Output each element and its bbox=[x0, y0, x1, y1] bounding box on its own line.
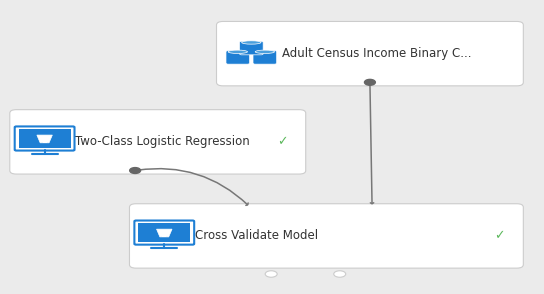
FancyBboxPatch shape bbox=[162, 235, 166, 237]
Polygon shape bbox=[157, 229, 172, 237]
Ellipse shape bbox=[255, 50, 275, 54]
FancyBboxPatch shape bbox=[138, 223, 190, 242]
FancyBboxPatch shape bbox=[42, 141, 47, 143]
FancyBboxPatch shape bbox=[239, 41, 263, 55]
FancyBboxPatch shape bbox=[253, 51, 277, 64]
Text: Two-Class Logistic Regression: Two-Class Logistic Regression bbox=[75, 135, 250, 148]
Text: Cross Validate Model: Cross Validate Model bbox=[195, 229, 318, 243]
Circle shape bbox=[265, 271, 277, 277]
Circle shape bbox=[129, 168, 140, 173]
FancyBboxPatch shape bbox=[18, 129, 71, 148]
Ellipse shape bbox=[228, 50, 248, 54]
Text: ✓: ✓ bbox=[494, 229, 505, 243]
Circle shape bbox=[364, 79, 375, 85]
FancyBboxPatch shape bbox=[226, 51, 250, 64]
Text: Adult Census Income Binary C...: Adult Census Income Binary C... bbox=[282, 47, 471, 60]
Polygon shape bbox=[37, 135, 52, 143]
FancyBboxPatch shape bbox=[129, 204, 523, 268]
FancyBboxPatch shape bbox=[15, 126, 75, 151]
FancyBboxPatch shape bbox=[134, 220, 194, 245]
Text: ✓: ✓ bbox=[277, 135, 287, 148]
FancyBboxPatch shape bbox=[10, 110, 306, 174]
FancyBboxPatch shape bbox=[217, 21, 523, 86]
Ellipse shape bbox=[242, 41, 261, 44]
Circle shape bbox=[334, 271, 346, 277]
